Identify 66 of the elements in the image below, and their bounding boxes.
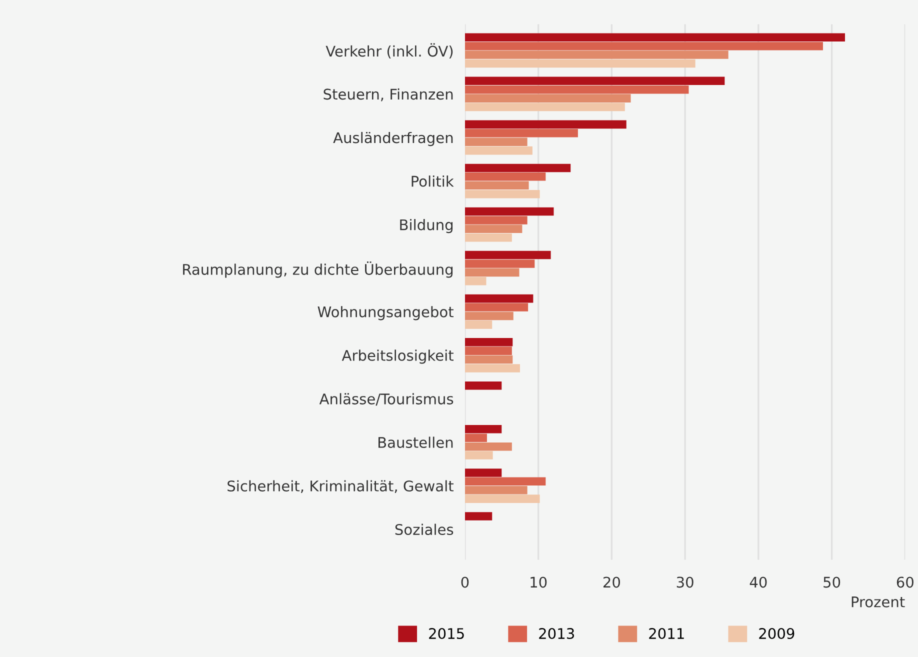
y-tick-label: Politik	[412, 175, 454, 187]
bar	[464, 442, 512, 451]
bar	[464, 434, 487, 442]
x-tick-label: 0	[461, 576, 469, 588]
bar	[464, 42, 823, 50]
bar	[464, 85, 689, 94]
x-tick-label: 10	[530, 576, 547, 588]
bar	[464, 425, 502, 434]
bar	[464, 129, 578, 138]
y-tick-label: Wohnungsangebot	[318, 306, 454, 320]
x-tick-label: 50	[824, 576, 840, 588]
y-tick-label: Steuern, Finanzen	[324, 88, 453, 102]
bar	[464, 120, 626, 129]
bar	[464, 294, 534, 303]
legend-label: 2013	[539, 628, 574, 640]
bar	[464, 250, 551, 260]
y-tick-label: Bildung	[400, 219, 453, 234]
bar	[464, 477, 546, 486]
bar	[464, 102, 625, 112]
bar	[464, 207, 554, 216]
bar	[464, 190, 540, 198]
y-tick-label: Sicherheit, Kriminalität, Gewalt	[228, 480, 454, 493]
x-axis-title: Prozent	[852, 596, 905, 608]
bar	[464, 268, 520, 277]
bar	[464, 146, 532, 155]
y-tick-label: Raumplanung, zu dichte Überbauung	[183, 261, 453, 278]
bar	[464, 277, 486, 286]
bar	[464, 381, 502, 390]
bar	[464, 303, 528, 312]
y-tick-label: Soziales	[395, 524, 454, 536]
bar	[464, 260, 535, 268]
bar	[464, 224, 522, 234]
bar	[464, 451, 493, 460]
bar	[464, 233, 512, 242]
y-tick-label: Verkehr (inkl. ÖV)	[326, 43, 453, 58]
bar	[464, 181, 529, 190]
bar	[464, 76, 725, 86]
bar	[464, 138, 528, 146]
bar	[464, 355, 513, 364]
bar	[464, 486, 528, 494]
bar	[464, 216, 528, 224]
y-tick-label: Baustellen	[378, 436, 453, 448]
bar	[464, 50, 728, 59]
y-tick-label: Ausländerfragen	[333, 132, 453, 146]
bar	[464, 94, 631, 102]
bar	[464, 33, 845, 42]
bar	[464, 468, 502, 477]
bar	[464, 346, 512, 355]
bar	[464, 494, 540, 503]
bar	[464, 59, 696, 68]
bar	[464, 164, 571, 172]
legend-label: 2015	[429, 628, 464, 640]
x-tick-label: 30	[676, 576, 694, 588]
bar	[464, 338, 513, 346]
x-tick-label: 60	[896, 576, 914, 588]
bar	[464, 364, 520, 372]
x-tick-label: 40	[750, 576, 767, 588]
legend-label: 2009	[759, 628, 794, 640]
x-tick-label: 20	[603, 576, 620, 588]
legend-label: 2011	[649, 628, 684, 640]
bar	[464, 512, 492, 520]
bar	[464, 312, 514, 320]
y-tick-label: Anlässe/Tourismus	[319, 393, 454, 406]
bar	[464, 320, 492, 329]
bar	[464, 172, 546, 181]
y-tick-label: Arbeitslosigkeit	[342, 350, 454, 364]
